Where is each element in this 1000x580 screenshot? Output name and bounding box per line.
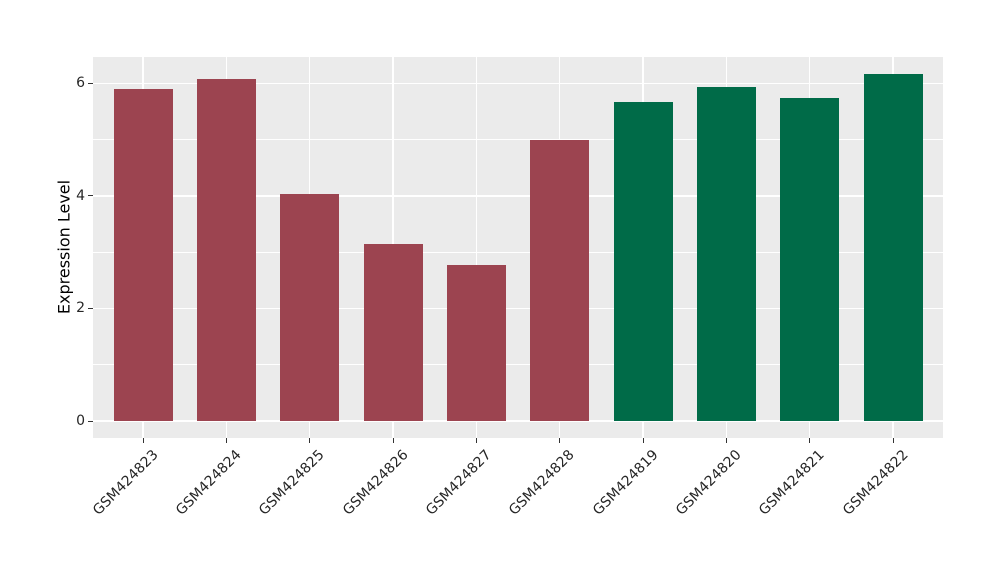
y-tick-mark [88,307,93,309]
plot-panel [93,57,943,438]
y-tick-mark [88,82,93,84]
x-tick-mark [142,438,144,443]
major-gridline [93,195,943,197]
major-gridline [93,82,943,85]
major-gridline [93,420,943,422]
y-tick-label: 6 [76,75,85,92]
minor-gridline [93,364,943,366]
x-tick-mark [725,438,727,443]
y-tick-label: 0 [76,413,85,429]
major-gridline [93,307,943,310]
x-tick-label: GSM424826 [339,447,412,519]
bar [280,194,340,421]
x-tick-mark [309,438,311,443]
x-tick-label: GSM424821 [756,447,828,519]
bar [196,79,256,421]
bar [446,265,506,421]
x-tick-label: GSM424823 [89,447,162,519]
bar [780,97,840,421]
x-tick-mark [809,438,811,443]
x-tick-label: GSM424820 [673,447,745,519]
x-tick-mark [892,438,894,443]
bar [613,102,673,421]
x-tick-label: GSM424828 [506,447,578,519]
major-gridline [475,57,478,438]
x-tick-label: GSM424827 [423,447,495,519]
bar [530,139,590,421]
x-tick-mark [225,438,227,443]
bar [363,243,423,421]
bar [696,87,756,421]
x-tick-mark [642,438,644,443]
x-tick-label: GSM424824 [173,447,245,519]
x-tick-mark [559,438,561,443]
y-tick-mark [88,195,93,197]
bar [113,88,173,421]
x-tick-label: GSM424822 [839,447,912,519]
minor-gridline [93,251,943,253]
y-tick-label: 2 [76,300,85,317]
bar [863,73,923,421]
y-tick-label: 4 [76,187,85,204]
minor-gridline [93,139,943,141]
x-tick-label: GSM424819 [589,447,662,519]
x-tick-mark [392,438,394,443]
x-tick-mark [475,438,477,443]
y-tick-mark [88,420,93,422]
x-tick-label: GSM424825 [256,447,328,519]
